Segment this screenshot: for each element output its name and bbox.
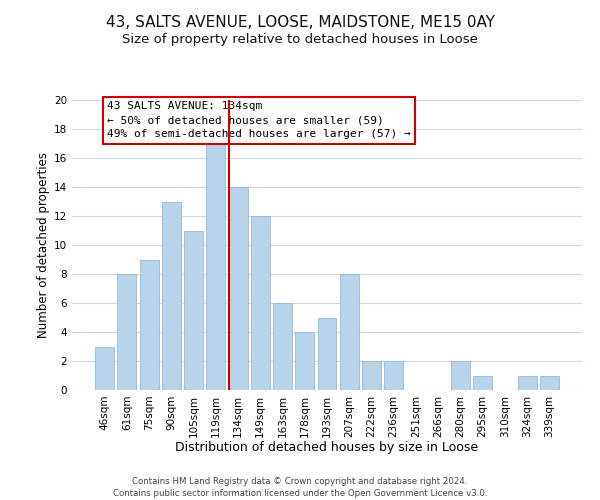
Bar (451, 361, 470, 390)
Bar (251, 216, 270, 390)
Bar (540, 376, 559, 390)
Bar (118, 274, 136, 390)
Bar (206, 144, 225, 390)
X-axis label: Distribution of detached houses by size in Loose: Distribution of detached houses by size … (175, 441, 479, 454)
Bar (340, 274, 359, 390)
Bar (317, 318, 337, 390)
Text: 43, SALTS AVENUE, LOOSE, MAIDSTONE, ME15 0AY: 43, SALTS AVENUE, LOOSE, MAIDSTONE, ME15… (106, 15, 494, 30)
Bar (184, 230, 203, 390)
Bar (95, 346, 114, 390)
Bar (362, 361, 381, 390)
Text: Size of property relative to detached houses in Loose: Size of property relative to detached ho… (122, 32, 478, 46)
Bar (273, 303, 292, 390)
Y-axis label: Number of detached properties: Number of detached properties (37, 152, 50, 338)
Bar (473, 376, 492, 390)
Text: Contains HM Land Registry data © Crown copyright and database right 2024.: Contains HM Land Registry data © Crown c… (132, 478, 468, 486)
Bar (295, 332, 314, 390)
Text: 43 SALTS AVENUE: 134sqm
← 50% of detached houses are smaller (59)
49% of semi-de: 43 SALTS AVENUE: 134sqm ← 50% of detache… (107, 102, 411, 140)
Text: Contains public sector information licensed under the Open Government Licence v3: Contains public sector information licen… (113, 489, 487, 498)
Bar (384, 361, 403, 390)
Bar (518, 376, 536, 390)
Bar (140, 260, 158, 390)
Bar (162, 202, 181, 390)
Bar (229, 187, 248, 390)
